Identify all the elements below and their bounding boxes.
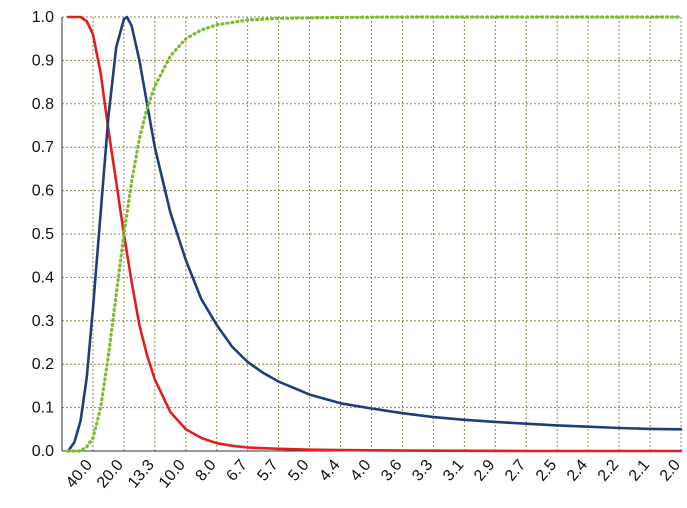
x-tick-label: 5.0 [285,457,312,485]
series-line-2 [66,15,683,453]
x-tick-label: 2.7 [502,457,529,485]
y-tick-label: 0.0 [32,443,54,460]
y-tick-label: 0.8 [32,96,54,113]
x-tick-label: 2.4 [564,457,591,485]
y-tick-label: 0.6 [32,183,54,200]
x-axis-tick-labels: 40.020.013.310.0 8.0 6.7 5.7 5.0 4.4 4.0 3.6 3.3… [63,457,684,492]
y-tick-label: 1.0 [32,9,54,26]
x-tick-label: 10.0 [156,457,189,492]
x-tick-label: 2.2 [595,457,622,485]
series-lines [66,15,683,453]
x-tick-label: 3.6 [378,457,405,485]
y-axis-tick-labels: 0.0 0.1 0.2 0.3 0.4 0.5 0.6 0.7 0.8 0.9 1.0 [32,9,54,460]
series-line-1 [66,15,683,453]
x-tick-label: 40.0 [63,457,96,492]
x-tick-label: 3.3 [409,457,436,485]
grid [61,16,682,452]
y-tick-label: 0.4 [32,269,54,286]
x-tick-label: 4.4 [316,457,343,485]
y-tick-label: 0.9 [32,52,54,69]
y-tick-label: 0.7 [32,139,54,156]
x-tick-label: 5.7 [254,457,281,485]
x-tick-label: 8.0 [192,457,219,485]
x-tick-label: 2.0 [657,457,684,485]
y-tick-label: 0.2 [32,356,54,373]
x-tick-label: 20.0 [94,457,127,492]
series-line-3 [66,15,683,453]
y-tick-label: 0.5 [32,226,54,243]
x-tick-label: 13.3 [125,457,158,492]
x-tick-label: 2.5 [533,457,560,485]
y-tick-label: 0.1 [32,400,54,417]
x-tick-label: 6.7 [223,457,250,485]
x-tick-label: 2.9 [471,457,498,485]
y-tick-label: 0.3 [32,313,54,330]
x-tick-label: 4.0 [347,457,374,485]
x-tick-label: 3.1 [440,457,467,485]
x-tick-label: 2.1 [626,457,653,485]
